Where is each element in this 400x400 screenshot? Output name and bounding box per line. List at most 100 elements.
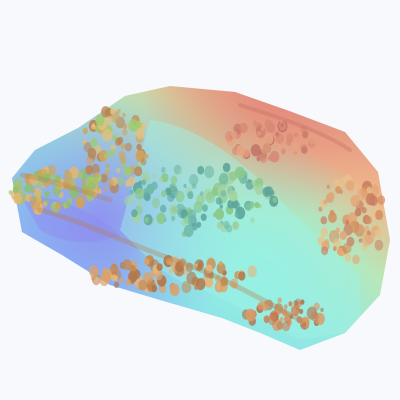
canopy-blob: [169, 283, 180, 296]
canopy-blob: [65, 201, 71, 208]
canopy-blob: [144, 154, 149, 159]
canopy-blob: [140, 158, 147, 166]
canopy-blob: [33, 187, 42, 198]
canopy-blob: [204, 277, 214, 288]
canopy-blob: [374, 239, 384, 251]
canopy-blob: [8, 190, 13, 195]
canopy-blob: [375, 209, 384, 221]
canopy-blob: [129, 189, 134, 195]
canopy-blob: [267, 154, 273, 161]
canopy-blob: [281, 309, 288, 317]
canopy-blob: [109, 149, 115, 157]
canopy-blob: [161, 173, 169, 183]
canopy-blob: [286, 133, 294, 143]
canopy-blob: [97, 188, 102, 195]
canopy-blob: [282, 321, 291, 332]
forest-clusters: [8, 106, 386, 332]
canopy-blob: [116, 176, 125, 186]
canopy-blob: [42, 173, 51, 183]
canopy-blob: [276, 321, 284, 330]
canopy-blob: [171, 215, 176, 222]
canopy-blob: [296, 316, 303, 324]
canopy-blob: [349, 220, 360, 233]
canopy-blob: [69, 186, 78, 198]
canopy-blob: [36, 196, 42, 203]
canopy-blob: [187, 209, 197, 220]
canopy-blob: [54, 175, 61, 183]
canopy-blob: [129, 265, 136, 274]
canopy-blob: [335, 186, 342, 194]
canopy-blob: [119, 156, 126, 165]
canopy-blob: [236, 144, 246, 156]
canopy-blob: [159, 177, 164, 183]
canopy-blob: [262, 186, 271, 197]
canopy-blob: [366, 186, 373, 194]
canopy-blob: [120, 143, 126, 150]
canopy-blob: [357, 187, 368, 201]
canopy-blob: [259, 153, 268, 164]
canopy-blob: [185, 262, 194, 272]
canopy-blob: [238, 271, 246, 281]
canopy-blob: [301, 146, 308, 155]
canopy-blob: [244, 200, 252, 211]
canopy-blob: [361, 233, 372, 247]
canopy-blob: [332, 246, 337, 252]
canopy-blob: [370, 211, 377, 219]
canopy-blob: [52, 184, 62, 197]
canopy-blob: [342, 242, 352, 254]
canopy-blob: [250, 217, 255, 223]
canopy-blob: [199, 191, 204, 197]
canopy-blob: [269, 134, 273, 140]
canopy-blob: [328, 212, 337, 223]
canopy-blob: [292, 145, 298, 153]
canopy-blob: [197, 165, 205, 175]
canopy-blob: [113, 281, 120, 289]
canopy-blob: [275, 304, 283, 315]
canopy-blob: [86, 191, 95, 202]
canopy-blob: [31, 188, 36, 194]
canopy-blob: [277, 297, 283, 304]
canopy-blob: [339, 230, 347, 240]
canopy-blob: [104, 170, 110, 177]
canopy-blob: [208, 271, 215, 279]
canopy-blob: [178, 169, 183, 175]
canopy-blob: [194, 263, 198, 269]
canopy-blob: [88, 181, 96, 191]
canopy-blob: [323, 199, 328, 205]
canopy-blob: [124, 195, 132, 206]
canopy-blob: [124, 165, 132, 174]
canopy-blob: [99, 274, 109, 286]
canopy-blob: [166, 257, 173, 265]
canopy-blob: [102, 128, 113, 142]
canopy-blob: [257, 131, 261, 136]
canopy-blob: [23, 186, 29, 193]
canopy-blob: [231, 199, 239, 209]
canopy-blob: [95, 114, 105, 127]
canopy-blob: [302, 130, 309, 139]
canopy-blob: [193, 201, 203, 213]
canopy-blob: [105, 115, 113, 126]
canopy-blob: [254, 201, 260, 209]
canopy-blob: [374, 228, 383, 238]
canopy-blob: [212, 212, 218, 218]
canopy-blob: [365, 216, 372, 225]
canopy-blob: [122, 112, 126, 118]
canopy-blob: [269, 311, 278, 321]
canopy-blob: [345, 253, 352, 262]
canopy-blob: [245, 308, 256, 322]
canopy-blob: [160, 204, 167, 213]
canopy-blob: [144, 258, 150, 265]
canopy-blob: [216, 262, 226, 274]
canopy-blob: [194, 259, 204, 272]
canopy-blob: [215, 274, 221, 283]
canopy-blob: [294, 132, 298, 138]
canopy-blob: [117, 108, 121, 114]
canopy-blob: [215, 197, 222, 205]
canopy-blob: [283, 304, 288, 310]
canopy-blob: [345, 219, 350, 225]
canopy-blob: [219, 204, 223, 209]
canopy-blob: [141, 179, 147, 186]
canopy-blob: [156, 263, 163, 271]
